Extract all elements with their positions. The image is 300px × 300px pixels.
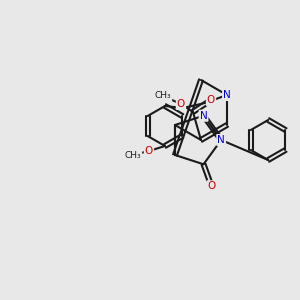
Text: O: O <box>177 99 185 109</box>
Text: CH₃: CH₃ <box>124 151 141 160</box>
Text: N: N <box>200 111 207 121</box>
Text: N: N <box>217 135 225 145</box>
Text: O: O <box>145 146 153 156</box>
Text: N: N <box>223 90 231 100</box>
Text: O: O <box>207 181 216 191</box>
Text: CH₃: CH₃ <box>155 92 171 100</box>
Text: O: O <box>207 95 215 105</box>
